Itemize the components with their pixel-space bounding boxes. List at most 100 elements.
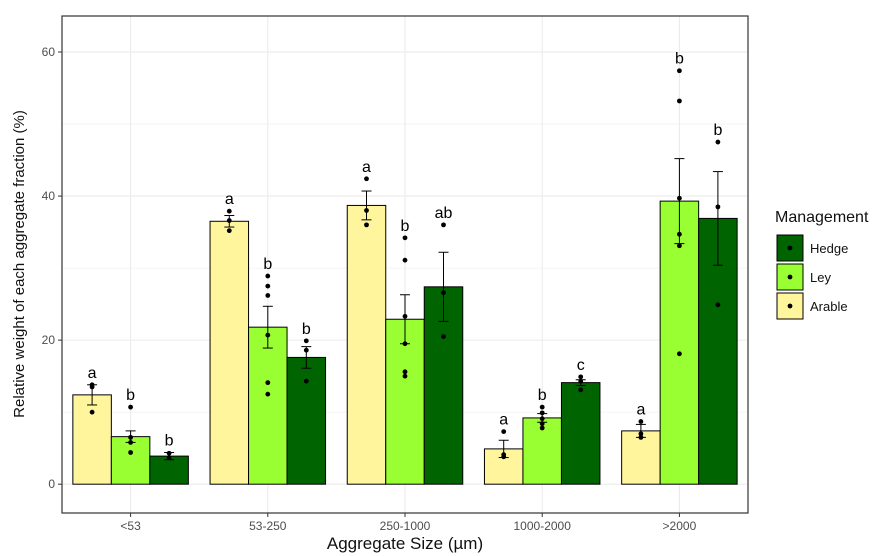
significance-letter: b xyxy=(675,51,684,68)
bar-ley xyxy=(659,200,700,485)
significance-letter: c xyxy=(577,357,585,374)
legend-key-dot xyxy=(787,245,793,251)
data-point xyxy=(166,450,172,456)
x-tick-label: <53 xyxy=(120,519,141,533)
bar-arable xyxy=(72,394,112,485)
significance-letter: a xyxy=(88,365,97,382)
data-point xyxy=(677,243,682,249)
data-point xyxy=(578,387,584,393)
data-point xyxy=(265,332,271,338)
significance-letter: a xyxy=(499,412,508,429)
data-point xyxy=(677,68,682,74)
bar-hedge xyxy=(560,382,601,485)
data-point xyxy=(303,378,309,384)
bar-ley xyxy=(248,326,288,485)
data-point xyxy=(303,347,309,353)
significance-letter: b xyxy=(302,321,311,338)
data-point xyxy=(578,374,584,380)
data-point xyxy=(441,290,446,295)
bar-hedge xyxy=(149,455,189,485)
bar-arable xyxy=(209,220,250,485)
bar-ley xyxy=(385,318,425,485)
legend-key-dot xyxy=(787,274,793,280)
data-point xyxy=(226,228,232,234)
data-point xyxy=(638,431,644,437)
data-point xyxy=(501,452,507,458)
data-point xyxy=(364,176,369,182)
data-point xyxy=(89,382,95,388)
significance-letter: b xyxy=(126,387,135,404)
data-point xyxy=(539,410,545,416)
bar-arable xyxy=(346,204,387,485)
data-point xyxy=(638,419,644,424)
data-point xyxy=(441,334,446,339)
legend: Management Hedge Ley Arable xyxy=(775,209,869,320)
data-point xyxy=(265,391,271,397)
x-tick-label: >2000 xyxy=(663,519,697,533)
y-tick-label: 40 xyxy=(42,189,56,203)
data-point xyxy=(715,302,721,308)
data-point xyxy=(539,416,545,422)
x-tick-label: 250-1000 xyxy=(380,519,431,533)
legend-label-arable: Arable xyxy=(810,299,848,314)
legend-key-dot xyxy=(787,303,793,309)
significance-letter: a xyxy=(636,402,645,419)
data-point xyxy=(402,341,408,347)
significance-letter: b xyxy=(401,218,410,235)
points-layer xyxy=(89,68,721,460)
data-point xyxy=(402,373,408,379)
data-point xyxy=(402,257,408,263)
x-tick-label: 1000-2000 xyxy=(514,519,572,533)
data-point xyxy=(402,369,408,375)
data-point xyxy=(364,222,369,228)
data-point xyxy=(677,351,682,357)
x-tick-label: 53-250 xyxy=(249,519,287,533)
data-point xyxy=(265,273,271,279)
data-point xyxy=(402,313,408,319)
data-point xyxy=(715,139,721,145)
data-point xyxy=(265,283,271,289)
data-point xyxy=(265,293,271,298)
y-tick-label: 20 xyxy=(42,333,56,347)
data-point xyxy=(402,235,408,241)
data-point xyxy=(128,440,134,445)
significance-letter: b xyxy=(165,432,174,449)
significance-letter: a xyxy=(225,191,234,208)
data-point xyxy=(128,434,134,440)
data-point xyxy=(441,222,446,228)
data-point xyxy=(677,98,682,104)
legend-label-ley: Ley xyxy=(810,270,831,285)
significance-letter: b xyxy=(713,122,722,139)
y-axis-title: Relative weight of each aggregate fracti… xyxy=(11,110,28,418)
data-point xyxy=(265,380,271,386)
legend-label-hedge: Hedge xyxy=(810,241,848,256)
data-point xyxy=(539,425,545,431)
x-axis: <53 53-250 250-1000 1000-2000 >2000 xyxy=(120,513,697,533)
data-point xyxy=(539,404,545,410)
significance-letter: ab xyxy=(435,205,453,222)
y-tick-label: 0 xyxy=(48,477,55,491)
data-point xyxy=(89,409,95,415)
bar-arable xyxy=(621,430,661,485)
data-point xyxy=(578,378,584,384)
data-point xyxy=(226,208,232,214)
x-axis-title: Aggregate Size (µm) xyxy=(327,534,483,553)
significance-letter: b xyxy=(263,256,272,273)
data-point xyxy=(226,218,232,223)
significance-letter: a xyxy=(362,159,371,176)
data-point xyxy=(128,450,134,455)
significance-letter: b xyxy=(538,387,547,404)
data-point xyxy=(677,195,682,201)
data-point xyxy=(539,421,545,427)
data-point xyxy=(677,231,682,237)
y-tick-label: 60 xyxy=(42,45,56,59)
data-point xyxy=(715,204,721,210)
data-point xyxy=(364,208,369,213)
data-point xyxy=(638,434,644,440)
legend-title: Management xyxy=(775,209,869,226)
y-axis: 0 20 40 60 xyxy=(42,45,62,491)
data-point xyxy=(501,429,507,435)
data-point xyxy=(128,404,134,410)
